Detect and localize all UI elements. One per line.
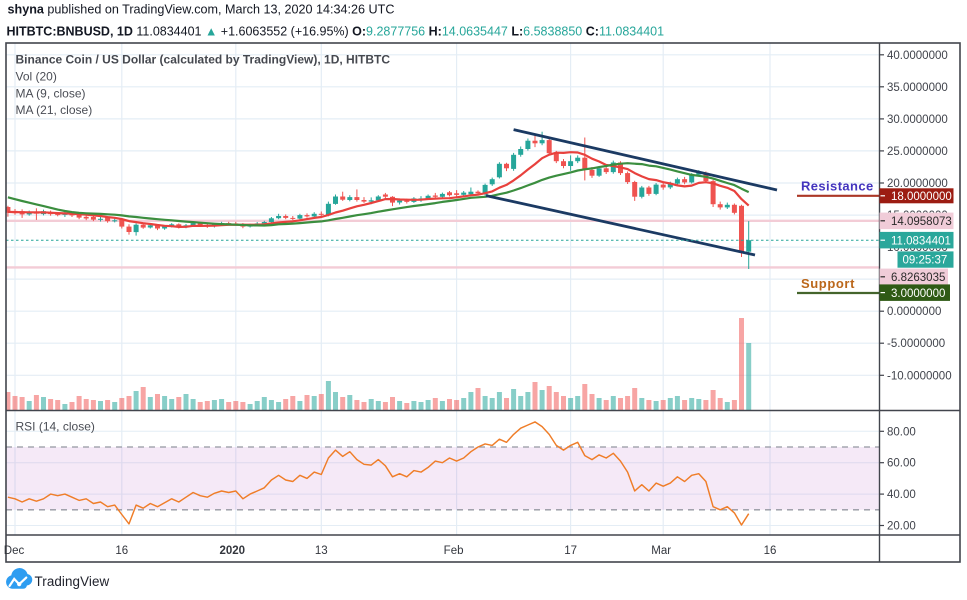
svg-text:Binance Coin / US Dollar (calc: Binance Coin / US Dollar (calculated by … [16,53,391,67]
svg-text:35.0000000: 35.0000000 [887,82,948,94]
svg-text:18.0000000: 18.0000000 [891,191,952,203]
svg-text:RSI (14, close): RSI (14, close) [16,420,95,434]
svg-text:-5.0000000: -5.0000000 [887,338,945,350]
svg-text:13: 13 [315,545,328,557]
svg-text:14.0958073: 14.0958073 [891,216,952,228]
svg-text:20.00: 20.00 [887,521,916,533]
svg-text:TradingView: TradingView [35,574,110,589]
svg-text:0.0000000: 0.0000000 [887,306,941,318]
svg-text:MA (21, close): MA (21, close) [16,103,93,117]
svg-text:-10.0000000: -10.0000000 [887,370,952,382]
svg-text:HITBTC:BNBUSD, 1D 11.0834401: HITBTC:BNBUSD, 1D 11.0834401 ▲ +1.606355… [7,25,665,39]
svg-text:20.0000000: 20.0000000 [887,178,948,190]
svg-text:80.00: 80.00 [887,426,916,438]
svg-text:40.0000000: 40.0000000 [887,50,948,62]
svg-text:6.8263035: 6.8263035 [891,272,945,284]
svg-text:Dec: Dec [4,545,25,557]
svg-text:MA (9, close): MA (9, close) [16,87,86,101]
svg-text:16: 16 [115,545,128,557]
svg-text:2020: 2020 [220,545,246,557]
svg-text:40.00: 40.00 [887,489,916,501]
svg-text:11.0834401: 11.0834401 [891,235,951,247]
svg-text:25.0000000: 25.0000000 [887,146,948,158]
svg-text:Vol (20): Vol (20) [16,70,57,84]
svg-text:Support: Support [801,276,855,291]
svg-text:09:25:37: 09:25:37 [903,255,948,267]
svg-text:Feb: Feb [444,545,464,557]
svg-text:30.0000000: 30.0000000 [887,114,948,126]
svg-text:16: 16 [764,545,777,557]
svg-text:Mar: Mar [651,545,671,557]
svg-text:Resistance: Resistance [801,179,874,194]
svg-text:17: 17 [564,545,577,557]
svg-text:3.0000000: 3.0000000 [891,288,945,300]
svg-text:60.00: 60.00 [887,458,916,470]
svg-text:shyna published on TradingView: shyna published on TradingView.com, Marc… [8,3,395,17]
